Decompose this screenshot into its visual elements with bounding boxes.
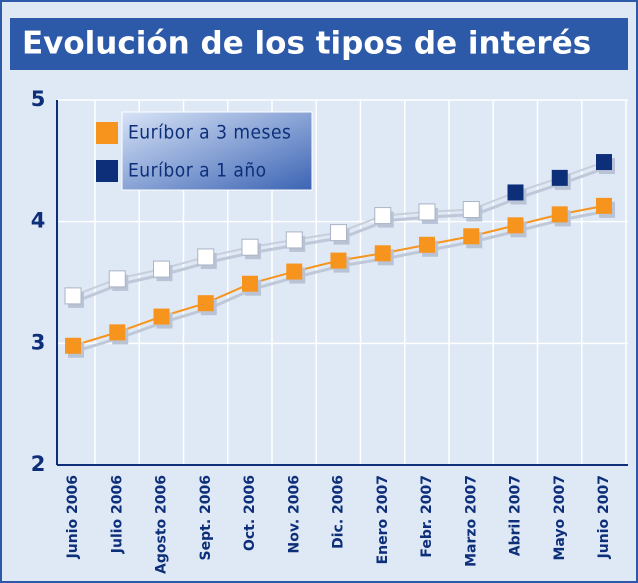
x-tick-label: Abril 2007 — [508, 475, 524, 556]
x-tick-label: Dic. 2006 — [331, 475, 347, 549]
marker — [551, 206, 568, 223]
marker — [551, 169, 568, 186]
legend-swatch — [96, 160, 118, 182]
x-tick-label: Febr. 2007 — [419, 475, 435, 558]
marker — [374, 207, 392, 225]
title-bar — [10, 18, 628, 70]
marker — [242, 275, 258, 292]
marker — [241, 238, 259, 256]
x-tick-label: Mayo 2007 — [552, 475, 568, 561]
x-tick-label: Nov. 2006 — [286, 475, 302, 553]
legend-swatch — [96, 122, 118, 144]
marker — [463, 228, 480, 245]
legend-label: Euríbor a 3 meses — [128, 122, 291, 144]
x-tick-label: Julio 2006 — [109, 475, 125, 554]
marker — [153, 308, 170, 325]
marker — [462, 201, 480, 218]
legend-label: Euríbor a 1 año — [128, 160, 267, 182]
marker — [330, 224, 347, 242]
y-tick-label: 2 — [31, 452, 46, 476]
legend-box — [121, 111, 313, 191]
marker — [197, 248, 215, 266]
marker — [286, 263, 303, 280]
marker — [65, 337, 81, 354]
marker — [64, 287, 82, 305]
chart-title: Evolución de los tipos de interés — [22, 26, 591, 62]
y-tick-label: 4 — [31, 209, 46, 233]
x-tick-label: Enero 2007 — [375, 475, 391, 564]
x-tick-label: Junio 2007 — [596, 475, 612, 559]
x-tick-label: Sept. 2006 — [198, 475, 214, 560]
marker — [418, 203, 436, 221]
marker — [507, 184, 524, 201]
marker — [330, 252, 347, 269]
x-tick-label: Oct. 2006 — [242, 475, 258, 551]
x-tick-label: Junio 2006 — [65, 475, 81, 559]
marker — [109, 324, 126, 341]
marker — [596, 197, 612, 214]
marker — [507, 217, 524, 234]
marker — [108, 270, 126, 288]
x-tick-label: Agosto 2006 — [154, 475, 170, 574]
y-tick-label: 5 — [31, 87, 46, 111]
y-tick-label: 3 — [31, 330, 46, 354]
marker — [197, 295, 214, 312]
marker — [153, 260, 170, 278]
marker — [596, 154, 612, 171]
marker — [419, 236, 435, 253]
x-tick-label: Marzo 2007 — [463, 475, 479, 567]
marker — [285, 231, 303, 249]
marker — [374, 245, 391, 262]
